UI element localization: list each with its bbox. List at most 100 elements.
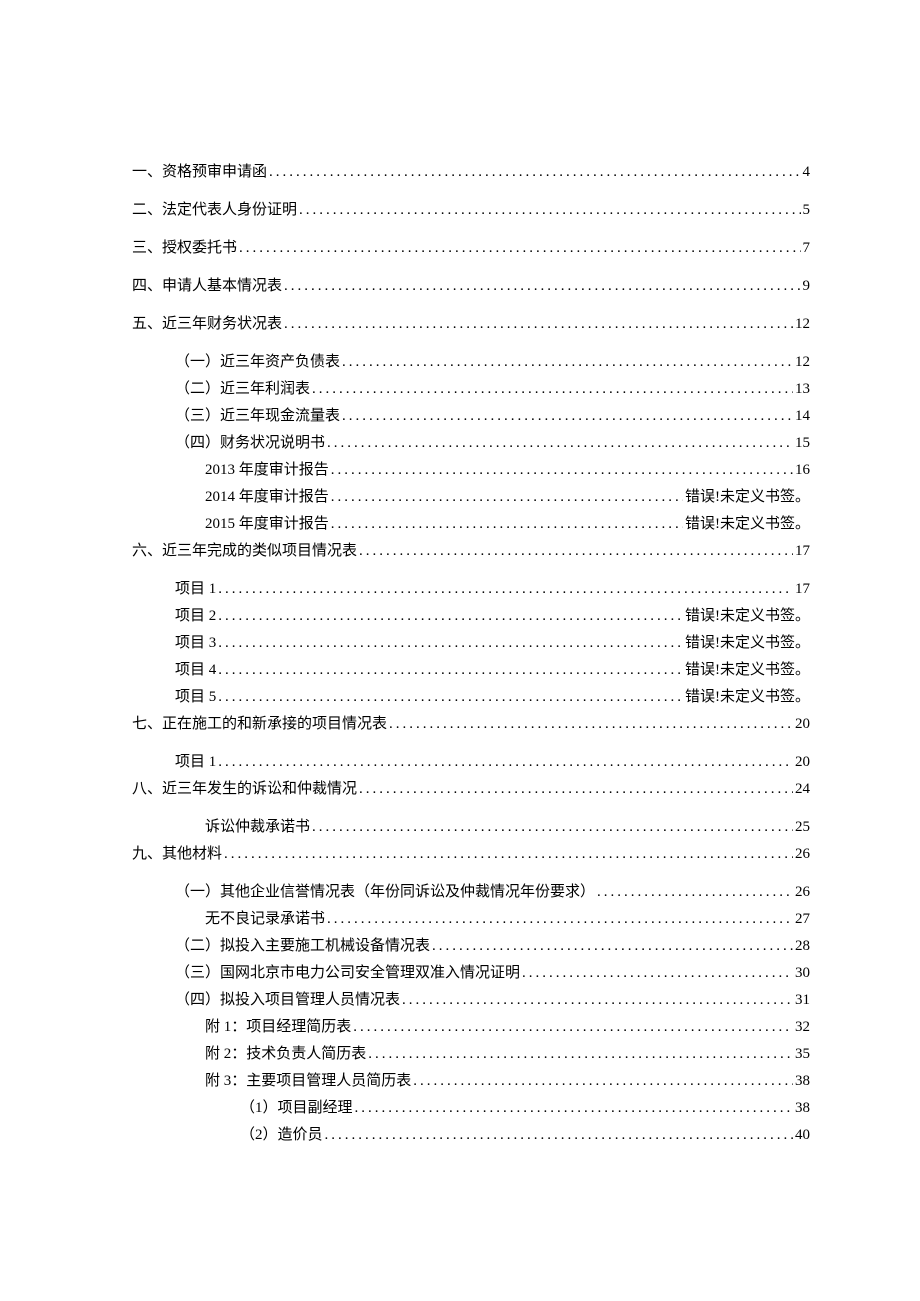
toc-entry: （一）近三年资产负债表12 bbox=[120, 355, 810, 370]
toc-page-number: 17 bbox=[795, 544, 810, 559]
toc-label: 六、近三年完成的类似项目情况表 bbox=[132, 544, 357, 559]
toc-leader-dots bbox=[327, 912, 793, 927]
toc-label: 2014 年度审计报告 bbox=[205, 490, 329, 505]
toc-label: 九、其他材料 bbox=[132, 847, 222, 862]
toc-label: 八、近三年发生的诉讼和仲裁情况 bbox=[132, 782, 357, 797]
toc-leader-dots bbox=[355, 1101, 793, 1116]
toc-leader-dots bbox=[218, 609, 683, 624]
toc-label: 附 1：项目经理简历表 bbox=[205, 1020, 351, 1035]
toc-entry: （三）国网北京市电力公司安全管理双准入情况证明30 bbox=[120, 966, 810, 981]
toc-leader-dots bbox=[359, 782, 793, 797]
toc-page-number: 31 bbox=[795, 993, 810, 1008]
toc-page-number: 35 bbox=[795, 1047, 810, 1062]
toc-label: 附 3：主要项目管理人员简历表 bbox=[205, 1074, 411, 1089]
toc-page-number: 16 bbox=[795, 463, 810, 478]
toc-entry: 2013 年度审计报告16 bbox=[120, 463, 810, 478]
toc-label: （2）造价员 bbox=[240, 1128, 323, 1143]
toc-entry: （三）近三年现金流量表14 bbox=[120, 409, 810, 424]
toc-page-number: 38 bbox=[795, 1074, 810, 1089]
toc-page-number: 28 bbox=[795, 939, 810, 954]
toc-page-number: 错误!未定义书签。 bbox=[685, 490, 810, 505]
toc-leader-dots bbox=[269, 165, 800, 180]
toc-entry: 七、正在施工的和新承接的项目情况表20 bbox=[120, 717, 810, 732]
toc-leader-dots bbox=[218, 755, 793, 770]
toc-entry: 项目 120 bbox=[120, 755, 810, 770]
toc-label: 四、申请人基本情况表 bbox=[132, 279, 282, 294]
toc-leader-dots bbox=[389, 717, 793, 732]
toc-label: 项目 5 bbox=[175, 690, 216, 705]
toc-label: （一）其他企业信誉情况表（年份同诉讼及仲裁情况年份要求） bbox=[175, 885, 595, 900]
toc-leader-dots bbox=[353, 1020, 793, 1035]
toc-entry: （二）拟投入主要施工机械设备情况表 28 bbox=[120, 939, 810, 954]
toc-label: 2015 年度审计报告 bbox=[205, 517, 329, 532]
toc-entry: 一、资格预审申请函4 bbox=[120, 165, 810, 180]
toc-leader-dots bbox=[331, 490, 683, 505]
toc-page-number: 7 bbox=[803, 241, 811, 256]
toc-entry: 项目 1 17 bbox=[120, 582, 810, 597]
toc-label: （四）拟投入项目管理人员情况表 bbox=[175, 993, 400, 1008]
toc-label: 无不良记录承诺书 bbox=[205, 912, 325, 927]
toc-entry: 2015 年度审计报告错误!未定义书签。 bbox=[120, 517, 810, 532]
toc-entry: 项目 4错误!未定义书签。 bbox=[120, 663, 810, 678]
toc-leader-dots bbox=[239, 241, 800, 256]
toc-page-number: 5 bbox=[803, 203, 811, 218]
toc-entry: （四）财务状况说明书15 bbox=[120, 436, 810, 451]
toc-entry: 四、申请人基本情况表 9 bbox=[120, 279, 810, 294]
toc-leader-dots bbox=[432, 939, 793, 954]
toc-leader-dots bbox=[284, 317, 793, 332]
toc-leader-dots bbox=[218, 690, 683, 705]
toc-leader-dots bbox=[284, 279, 800, 294]
toc-leader-dots bbox=[342, 355, 793, 370]
toc-page-number: 26 bbox=[795, 885, 810, 900]
toc-page-number: 12 bbox=[795, 317, 810, 332]
toc-entry: （一）其他企业信誉情况表（年份同诉讼及仲裁情况年份要求） 26 bbox=[120, 885, 810, 900]
toc-label: 三、授权委托书 bbox=[132, 241, 237, 256]
toc-page-number: 20 bbox=[795, 717, 810, 732]
toc-label: 附 2：技术负责人简历表 bbox=[205, 1047, 366, 1062]
toc-label: 项目 3 bbox=[175, 636, 216, 651]
toc-entry: （二）近三年利润表 13 bbox=[120, 382, 810, 397]
toc-page-number: 32 bbox=[795, 1020, 810, 1035]
toc-page-number: 错误!未定义书签。 bbox=[685, 636, 810, 651]
toc-label: （二）拟投入主要施工机械设备情况表 bbox=[175, 939, 430, 954]
toc-entry: 2014 年度审计报告 错误!未定义书签。 bbox=[120, 490, 810, 505]
toc-entry: 附 1：项目经理简历表 32 bbox=[120, 1020, 810, 1035]
toc-label: 项目 4 bbox=[175, 663, 216, 678]
toc-page-number: 17 bbox=[795, 582, 810, 597]
toc-leader-dots bbox=[368, 1047, 793, 1062]
toc-entry: 项目 2错误!未定义书签。 bbox=[120, 609, 810, 624]
toc-leader-dots bbox=[331, 463, 793, 478]
toc-leader-dots bbox=[325, 1128, 793, 1143]
toc-leader-dots bbox=[413, 1074, 793, 1089]
toc-leader-dots bbox=[218, 636, 683, 651]
toc-entry: 九、其他材料26 bbox=[120, 847, 810, 862]
toc-label: 项目 1 bbox=[175, 582, 216, 597]
toc-label: （三）国网北京市电力公司安全管理双准入情况证明 bbox=[175, 966, 520, 981]
toc-entry: 五、近三年财务状况表 12 bbox=[120, 317, 810, 332]
toc-leader-dots bbox=[312, 820, 793, 835]
toc-leader-dots bbox=[312, 382, 793, 397]
toc-page-number: 14 bbox=[795, 409, 810, 424]
toc-page-number: 12 bbox=[795, 355, 810, 370]
toc-page-number: 4 bbox=[803, 165, 811, 180]
toc-label: （二）近三年利润表 bbox=[175, 382, 310, 397]
toc-page-number: 27 bbox=[795, 912, 810, 927]
toc-page-number: 错误!未定义书签。 bbox=[685, 690, 810, 705]
toc-page-number: 9 bbox=[803, 279, 811, 294]
toc-entry: 无不良记录承诺书 27 bbox=[120, 912, 810, 927]
toc-entry: 附 3：主要项目管理人员简历表 38 bbox=[120, 1074, 810, 1089]
toc-page-number: 13 bbox=[795, 382, 810, 397]
toc-label: 项目 1 bbox=[175, 755, 216, 770]
toc-label: 五、近三年财务状况表 bbox=[132, 317, 282, 332]
toc-entry: 六、近三年完成的类似项目情况表 17 bbox=[120, 544, 810, 559]
toc-label: 二、法定代表人身份证明 bbox=[132, 203, 297, 218]
toc-label: 诉讼仲裁承诺书 bbox=[205, 820, 310, 835]
toc-page-number: 40 bbox=[795, 1128, 810, 1143]
toc-page-number: 38 bbox=[795, 1101, 810, 1116]
toc-leader-dots bbox=[342, 409, 793, 424]
toc-entry: 附 2：技术负责人简历表 35 bbox=[120, 1047, 810, 1062]
toc-leader-dots bbox=[299, 203, 800, 218]
toc-page-number: 24 bbox=[795, 782, 810, 797]
toc-leader-dots bbox=[224, 847, 793, 862]
toc-label: （1）项目副经理 bbox=[240, 1101, 353, 1116]
